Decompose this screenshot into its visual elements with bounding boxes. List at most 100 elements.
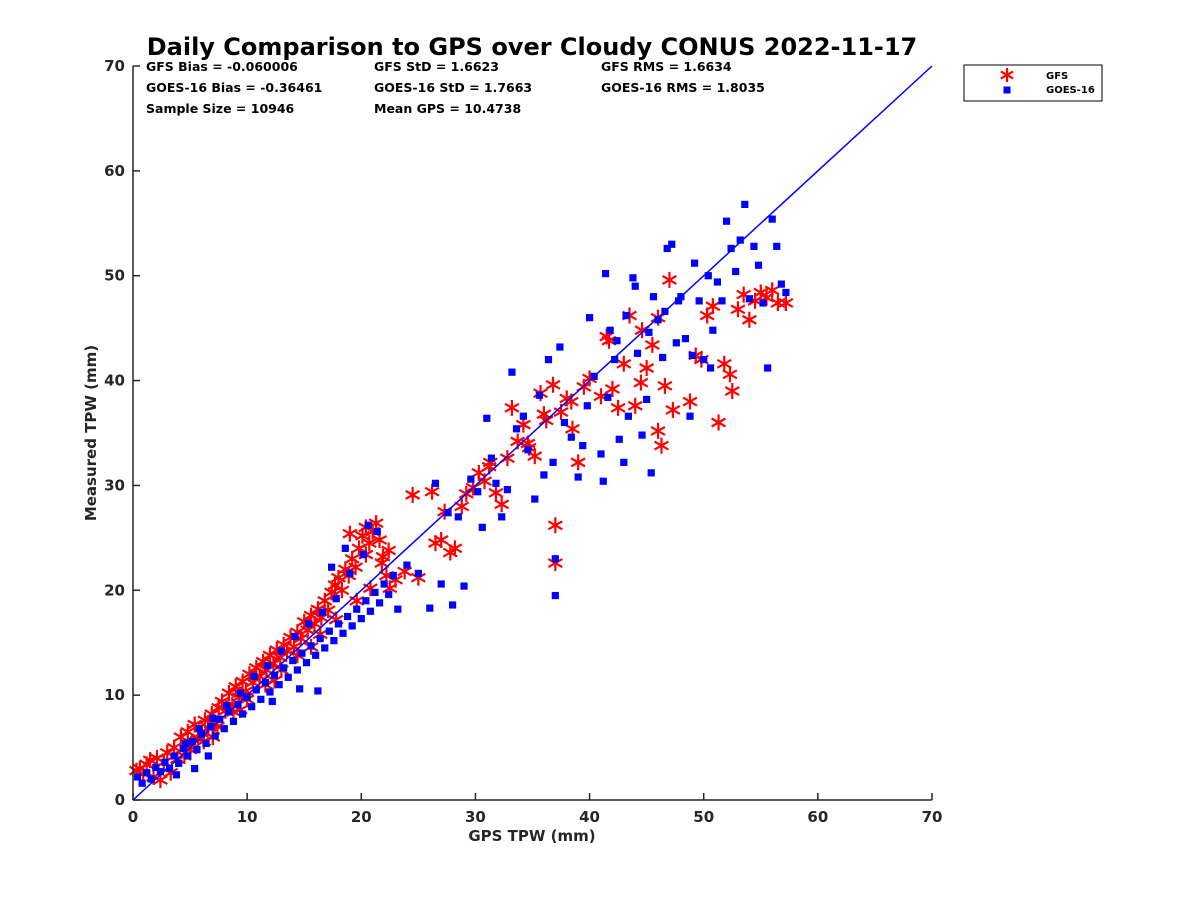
data-point (556, 343, 564, 351)
data-point (334, 620, 343, 628)
data-point (449, 601, 457, 609)
data-point (250, 672, 258, 680)
mean-gps-stat: Mean GPS = 10.4738 (374, 101, 521, 116)
data-point (362, 597, 370, 605)
data-point (782, 288, 790, 297)
data-point (184, 752, 192, 760)
data-point (583, 402, 591, 410)
goes-bias-stat: GOES-16 Bias = -0.36461 (146, 80, 322, 95)
data-point (197, 730, 206, 738)
data-point (193, 746, 201, 754)
data-point (460, 582, 468, 590)
ticks: 0 10 20 30 40 50 60 70 0 10 20 30 40 50 60 70 (104, 57, 942, 826)
gfs-bias-stat: GFS Bias = -0.060006 (146, 59, 298, 74)
data-point (672, 339, 680, 347)
data-point (638, 431, 646, 439)
data-point (305, 620, 313, 628)
data-point (606, 326, 614, 334)
legend-label-gfs: GFS (1046, 71, 1068, 82)
data-point (599, 477, 607, 485)
data-point (487, 454, 496, 462)
data-point (727, 244, 735, 253)
x-axis-label: GPS TPW (mm) (468, 827, 595, 845)
gfs-std-stat: GFS StD = 1.6623 (374, 59, 499, 74)
data-point (209, 714, 217, 722)
data-point (675, 297, 683, 305)
y-axis-label: Measured TPW (mm) (82, 345, 100, 521)
data-point (535, 391, 543, 399)
data-point (277, 647, 285, 655)
x-tick-label: 70 (922, 808, 943, 826)
data-point (375, 599, 384, 607)
data-point (613, 337, 621, 345)
data-point (385, 590, 393, 599)
data-point (228, 678, 244, 695)
data-point (585, 314, 594, 322)
reference-line (132, 65, 933, 801)
y-tick-label: 70 (104, 57, 125, 75)
data-point (380, 580, 388, 588)
data-point (736, 236, 744, 244)
data-point (147, 775, 155, 783)
data-point (650, 422, 666, 439)
gfs-rms-stat: GFS RMS = 1.6634 (601, 59, 732, 74)
data-point (704, 272, 712, 280)
data-point (188, 737, 196, 745)
data-point (222, 702, 231, 710)
data-point (604, 380, 620, 397)
data-point (659, 353, 667, 362)
data-point (574, 473, 582, 481)
data-point (706, 364, 715, 372)
data-point (234, 700, 242, 709)
data-point (467, 475, 475, 483)
data-point (431, 479, 440, 487)
data-point (302, 659, 311, 667)
data-point (342, 525, 358, 542)
data-point (165, 764, 174, 773)
data-point (551, 555, 559, 563)
data-point (341, 544, 349, 552)
data-point (597, 450, 605, 458)
data-point (307, 642, 315, 650)
data-point (133, 773, 142, 781)
goes-rms-stat: GOES-16 RMS = 1.8035 (601, 80, 765, 95)
data-point (764, 364, 772, 372)
data-point (314, 687, 322, 695)
data-point (741, 311, 757, 328)
data-point (389, 572, 397, 580)
data-point (570, 454, 586, 471)
data-point (690, 259, 699, 267)
data-point (202, 739, 210, 747)
data-point (180, 723, 196, 740)
x-tick-label: 60 (807, 808, 828, 826)
data-point (270, 671, 279, 679)
data-point (172, 771, 180, 779)
data-point (291, 632, 299, 641)
data-point (143, 769, 151, 777)
data-points (128, 200, 794, 789)
data-point (639, 359, 655, 376)
data-point (759, 299, 767, 307)
data-point (661, 271, 677, 288)
data-point (361, 535, 377, 552)
data-point (447, 540, 463, 557)
data-point (579, 441, 587, 450)
data-point (371, 588, 379, 596)
data-point (611, 356, 619, 364)
data-point (647, 469, 655, 477)
data-point (643, 395, 651, 404)
data-point (374, 555, 390, 572)
data-point (663, 244, 671, 253)
data-point (252, 686, 260, 694)
data-point (238, 710, 247, 718)
sample-size-stat: Sample Size = 10946 (146, 101, 295, 116)
data-point (547, 517, 563, 534)
data-point (536, 406, 552, 423)
data-point (433, 531, 449, 548)
legend-box (963, 64, 1103, 102)
data-point (616, 355, 632, 372)
data-point (204, 752, 212, 760)
data-point (296, 685, 304, 693)
data-point (229, 717, 238, 725)
